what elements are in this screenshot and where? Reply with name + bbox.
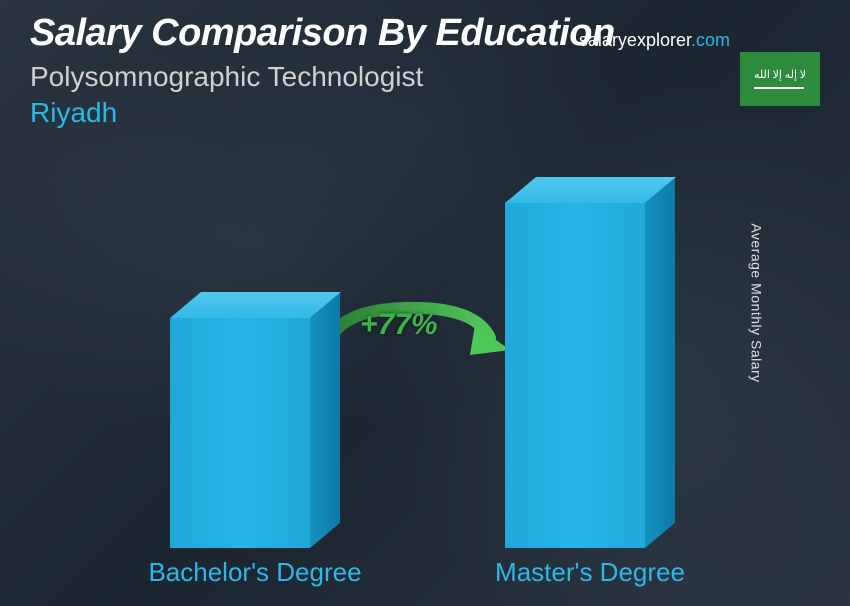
- flag-content: لا إله إلا الله: [754, 69, 806, 88]
- increase-arrow: +77%: [310, 300, 520, 370]
- y-axis-label: Average Monthly Salary: [748, 223, 764, 382]
- location: Riyadh: [30, 97, 820, 129]
- job-title: Polysomnographic Technologist: [30, 61, 820, 93]
- brand-part2: .com: [691, 30, 730, 50]
- brand-part1: salaryexplorer: [579, 30, 691, 50]
- category-label-bachelors: Bachelor's Degree: [125, 557, 385, 588]
- category-label-masters: Master's Degree: [460, 557, 720, 588]
- chart-area: +77% 11,400 SAR 20,300 SAR Bachelor's De…: [0, 150, 850, 606]
- percent-increase-label: +77%: [360, 308, 438, 342]
- brand-logo: salaryexplorer.com: [579, 30, 730, 51]
- country-flag: لا إله إلا الله: [740, 52, 820, 106]
